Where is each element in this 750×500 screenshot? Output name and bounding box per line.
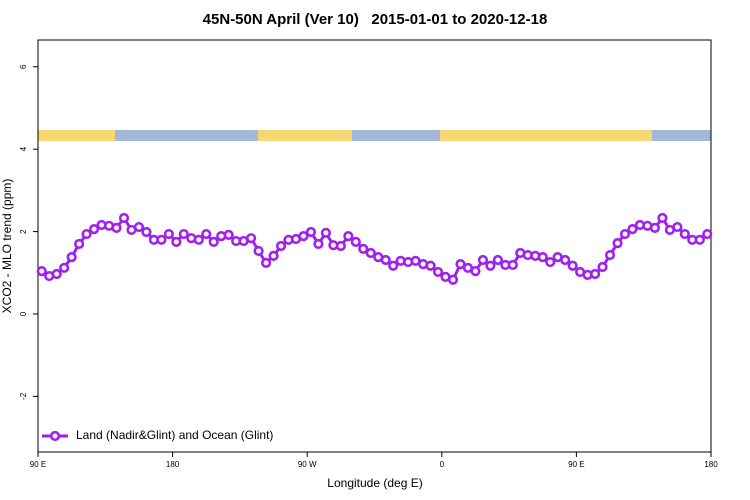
data-point — [492, 254, 503, 266]
x-tick-label: 90 W — [298, 460, 317, 469]
legend-label: Land (Nadir&Glint) and Ocean (Glint) — [76, 428, 273, 442]
data-point — [118, 212, 130, 224]
plot-frame — [37, 39, 712, 453]
data-point — [163, 228, 174, 240]
data-point — [455, 259, 466, 270]
data-point — [537, 252, 548, 263]
data-point — [171, 236, 182, 247]
land — [38, 130, 115, 141]
data-point — [649, 222, 661, 233]
ocean — [652, 130, 711, 141]
data-point — [560, 254, 571, 266]
x-tick-label: 90 E — [30, 460, 46, 469]
data-point — [380, 254, 391, 266]
data-point — [485, 260, 496, 271]
data-point — [81, 228, 92, 240]
data-point — [88, 224, 100, 235]
data-point — [133, 221, 145, 233]
data-point — [425, 260, 436, 271]
data-point — [447, 274, 459, 285]
y-tick-label: 0 — [19, 311, 28, 316]
data-point — [358, 243, 369, 254]
data-point — [268, 250, 279, 261]
data-point — [111, 222, 122, 233]
data-point — [672, 221, 683, 233]
y-tick-label: 6 — [19, 64, 28, 69]
data-point — [59, 262, 70, 273]
data-point — [305, 226, 317, 238]
data-point — [477, 254, 489, 266]
data-point — [223, 229, 234, 240]
chart-title: 45N-50N April (Ver 10) 2015-01-01 to 202… — [203, 11, 548, 28]
ocean — [115, 130, 258, 141]
data-point — [627, 224, 638, 235]
data-point — [604, 249, 616, 261]
data-point — [313, 238, 324, 250]
y-axis-label: XCO2 - MLO trend (ppm) — [0, 179, 14, 314]
data-point — [246, 233, 257, 244]
data-point — [545, 256, 556, 268]
y-tick-label: 2 — [19, 229, 28, 234]
data-point — [74, 238, 85, 250]
y-tick-label: -2 — [19, 392, 28, 400]
data-point — [388, 260, 399, 271]
x-axis-label: Longitude (deg E) — [327, 476, 422, 490]
land — [440, 130, 652, 141]
legend-marker — [49, 430, 61, 442]
data-point — [156, 234, 167, 245]
x-tick-label: 180 — [166, 460, 180, 469]
data-point — [201, 228, 212, 240]
data-point — [343, 231, 354, 242]
data-point — [51, 268, 62, 280]
data-point — [597, 261, 608, 273]
land — [258, 130, 352, 141]
data-point — [320, 227, 331, 238]
ocean — [352, 130, 440, 141]
data-point — [208, 236, 219, 247]
data-point — [612, 238, 623, 249]
data-point — [260, 257, 272, 268]
data-point — [335, 240, 346, 252]
map-strip — [38, 130, 711, 141]
data-point — [702, 228, 713, 240]
data-point — [193, 234, 204, 245]
y-tick-label: 4 — [19, 146, 28, 151]
data-point — [507, 259, 518, 271]
x-tick-label: 0 — [440, 460, 445, 469]
data-point — [298, 231, 309, 242]
data-point — [365, 247, 376, 259]
data-point — [253, 245, 264, 257]
data-point — [679, 228, 690, 240]
x-tick-label: 180 — [704, 460, 718, 469]
data-point — [657, 212, 668, 224]
data-point — [141, 226, 152, 238]
x-tick-label: 90 E — [568, 460, 584, 469]
data-point — [350, 236, 361, 247]
data-point — [567, 260, 578, 271]
data-point — [694, 234, 705, 245]
data-point — [66, 252, 77, 263]
data-point — [619, 228, 631, 240]
data-point — [275, 240, 287, 252]
data-point — [178, 228, 189, 240]
data-point — [470, 266, 481, 277]
data-point — [432, 266, 444, 278]
data-point — [589, 268, 601, 280]
data-point — [36, 266, 47, 277]
